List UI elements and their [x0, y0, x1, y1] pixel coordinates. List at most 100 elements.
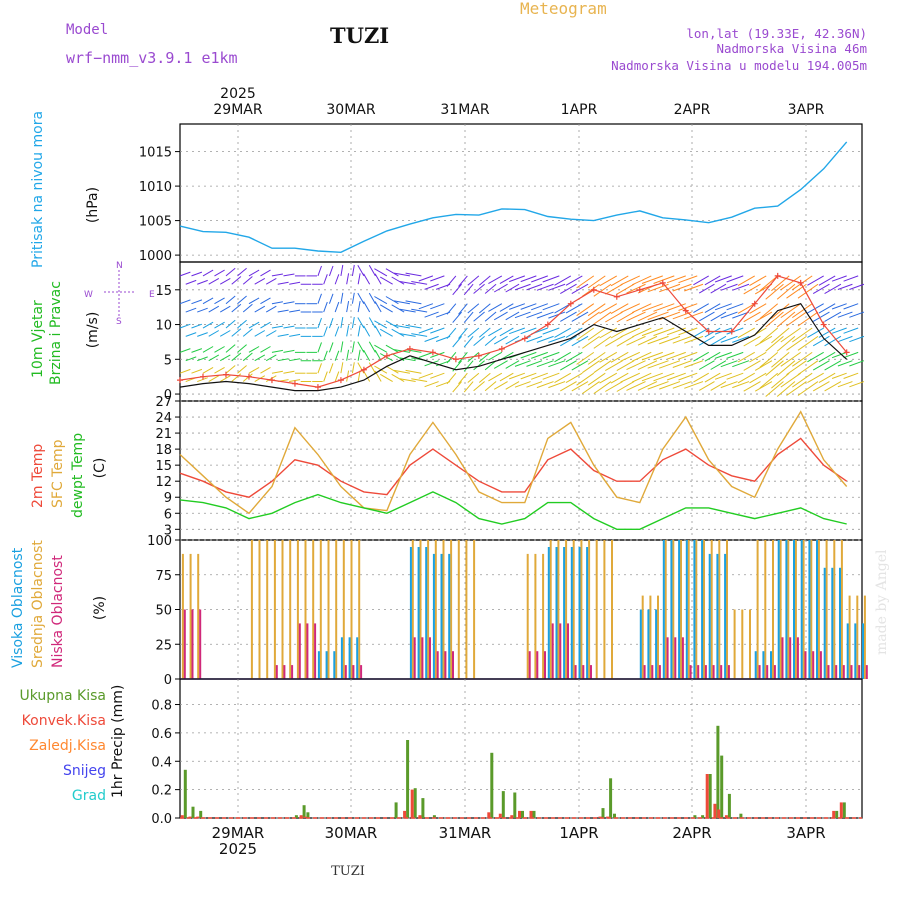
wind-arrow	[351, 292, 355, 304]
precip-convective-bar	[717, 809, 721, 818]
wind-arrow	[411, 378, 428, 383]
wind-arrow	[837, 381, 853, 388]
wind-arrow	[214, 297, 225, 305]
wind-arrow	[509, 275, 526, 283]
cloud-mid-bar	[465, 540, 468, 679]
wind-arrow	[610, 275, 629, 287]
cloud-mid-bar	[557, 540, 560, 679]
wind-arrow	[237, 365, 247, 374]
wind-arrow	[797, 360, 819, 376]
wind-arrow	[248, 269, 260, 277]
precip-legend-item: Snijeg	[63, 763, 106, 779]
wind-arrow	[385, 296, 399, 305]
bottom-day-labels: 29MAR 30MAR 31MAR 1APR 2APR 3APR	[212, 824, 826, 842]
precip-convective-bar	[705, 774, 709, 818]
wind-arrow	[576, 275, 595, 289]
wind-arrow	[520, 327, 537, 335]
wind-arrow	[582, 360, 600, 374]
wind-arrow	[467, 303, 480, 314]
cloud-high-bar	[754, 651, 757, 679]
precip-convective-bar	[180, 815, 184, 818]
wind-arrow	[659, 335, 681, 345]
wind-arrow	[610, 327, 629, 339]
wind-arrow	[351, 362, 355, 374]
precip-convective-bar	[487, 812, 491, 818]
precip-convective-bar	[418, 815, 422, 818]
precip-ytick-label: 0.2	[151, 784, 172, 799]
wind-arrow	[587, 275, 606, 289]
wind-arrow	[505, 283, 520, 293]
wind-arrow	[812, 381, 830, 392]
wind-gust-marker	[590, 286, 597, 293]
wind-arrow	[843, 327, 859, 334]
wind-arrow	[776, 283, 796, 300]
wind-arrow	[786, 360, 807, 376]
cloud-low-bar	[306, 623, 309, 679]
wind-arrow	[514, 360, 531, 367]
wind-arrow	[463, 381, 474, 393]
wind-arrow	[620, 275, 640, 286]
wind-arrow	[720, 381, 738, 389]
cloud-high-bar	[670, 540, 673, 679]
wind-arrow	[283, 370, 295, 374]
precip-total-bar	[739, 813, 743, 818]
wind-unit: (m/s)	[85, 312, 101, 349]
cloud-low-bar	[812, 651, 815, 679]
wind-arrow	[653, 327, 675, 337]
wind-arrow	[411, 281, 428, 285]
wind-arrow	[202, 321, 214, 329]
cloud-low-bar	[413, 637, 416, 679]
cloud-ylabel-high: Visoka Oblacnost	[10, 547, 26, 668]
wind-arrow	[704, 275, 721, 286]
cloud-low-bar	[275, 665, 278, 679]
pressure-panel: 1000 1005 1010 1015	[139, 123, 863, 264]
cloud-mid-bar	[825, 540, 828, 679]
wind-arrow	[185, 279, 197, 285]
bottom-day-label: 29MAR	[212, 824, 265, 842]
wind-arrow	[478, 351, 491, 362]
cloud-mid-bar	[319, 540, 322, 679]
cloud-high-bar	[409, 547, 412, 679]
wind-arrow	[710, 381, 727, 391]
wind-arrow	[824, 381, 842, 392]
wind-arrow	[710, 360, 727, 370]
wind-arrow	[458, 303, 468, 315]
wind-arrow	[473, 381, 485, 392]
wind-gust-marker	[705, 328, 712, 335]
wind-arrow	[792, 372, 813, 388]
wind-arrow	[631, 275, 652, 286]
temp-ytick-label: 18	[155, 443, 172, 458]
wind-arrow	[626, 335, 646, 346]
wind-arrow	[620, 303, 640, 314]
wind-arrow	[351, 317, 355, 329]
wind-arrow	[837, 335, 853, 343]
wind-arrow	[732, 381, 750, 389]
wind-arrow	[340, 292, 344, 304]
bottom-day-label: 3APR	[786, 824, 825, 842]
wind-arrow	[626, 381, 646, 391]
cloud-high-bar	[800, 540, 803, 679]
wind-arrow	[514, 283, 531, 291]
wind-arrow	[411, 333, 428, 337]
top-day-labels: 29MAR 30MAR 31MAR 1APR 2APR 3APR	[213, 102, 824, 118]
wind-arrow	[831, 327, 847, 334]
cloud-high-bar	[808, 540, 811, 679]
wind-arrow	[554, 275, 572, 286]
cloud-unit: (%)	[92, 596, 108, 620]
wind-arrow	[672, 381, 692, 389]
wind-arrow	[374, 320, 388, 329]
wind-arrow	[526, 283, 543, 291]
wind-arrow	[587, 303, 606, 317]
wind-arrow	[849, 360, 865, 367]
cloud-low-bar	[766, 665, 769, 679]
wind-arrow	[684, 335, 704, 344]
wind-arrow	[394, 272, 410, 277]
wind-arrow	[467, 372, 480, 383]
wind-arrow	[473, 283, 485, 294]
wind-arrow	[818, 351, 836, 363]
cloud-mid-bar	[710, 540, 713, 679]
wind-arrow	[678, 351, 698, 360]
wind-arrow	[531, 303, 548, 311]
cloud-low-bar	[658, 665, 661, 679]
cloud-high-bar	[854, 623, 857, 679]
